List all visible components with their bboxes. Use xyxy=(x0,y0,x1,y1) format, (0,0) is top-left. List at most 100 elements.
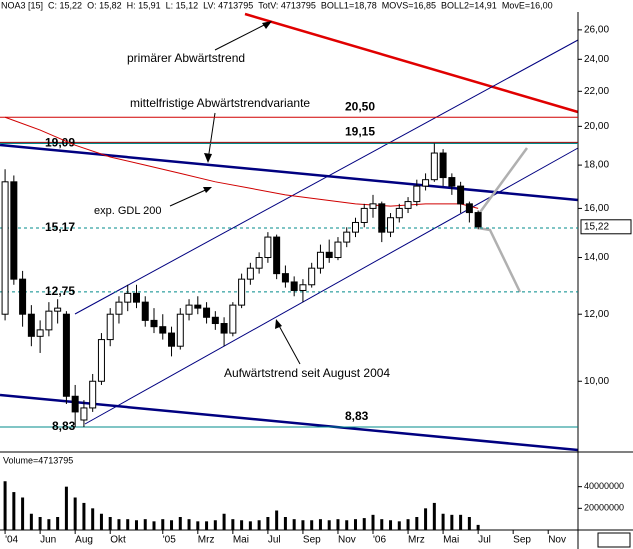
volume-bar xyxy=(327,520,331,530)
channel-upper xyxy=(74,39,579,315)
volume-bar xyxy=(310,520,314,530)
candle-body xyxy=(54,307,62,312)
volume-bar xyxy=(371,514,375,530)
ema-line xyxy=(4,116,479,209)
primary-trend-line xyxy=(244,12,579,114)
annotation: mittelfristige Abwärtstrendvariante xyxy=(130,96,310,110)
header-item: LV: 4713795 xyxy=(203,0,253,10)
volume-bar xyxy=(91,508,95,530)
annotations: primärer Abwärtstrend mittelfristige Abw… xyxy=(94,21,390,380)
candle-body xyxy=(413,185,421,203)
volume-bar xyxy=(318,519,322,530)
level-label: 8,83 xyxy=(345,409,369,423)
volume-bar xyxy=(432,502,436,530)
arrow-head xyxy=(203,187,212,193)
x-tick-label: '05 xyxy=(163,535,176,546)
volume-bar xyxy=(397,521,401,530)
arrow xyxy=(207,112,216,161)
x-tick-label: Sep xyxy=(513,535,531,546)
y-tick-label: 18,00 xyxy=(584,160,609,171)
volume-bar xyxy=(3,481,7,530)
volume-bar xyxy=(222,513,226,530)
trend-lines xyxy=(0,12,579,452)
volume-bar xyxy=(187,519,191,530)
candle-body xyxy=(176,313,184,347)
y-tick-label: 10,00 xyxy=(584,376,609,387)
candle-body xyxy=(168,332,176,347)
volume-bar xyxy=(205,521,209,530)
level-label: 12,75 xyxy=(45,284,75,298)
y-tick-label: 24,00 xyxy=(584,54,609,65)
channel-lower xyxy=(84,147,579,425)
header-item: MovE=16,00 xyxy=(502,0,553,10)
level-label: 19,15 xyxy=(345,124,375,138)
candle-body xyxy=(238,278,246,306)
candle-body xyxy=(150,319,158,328)
candle-body xyxy=(255,257,263,269)
x-tick-label: '06 xyxy=(373,535,386,546)
y-tick-label: 20,00 xyxy=(584,121,609,132)
x-tick-label: Aug xyxy=(75,535,93,546)
x-tick-label: Mai xyxy=(233,535,249,546)
x-tick-label: Nov xyxy=(338,535,356,546)
volume-bar xyxy=(240,520,244,530)
candle-body xyxy=(115,301,123,315)
arrow xyxy=(276,321,301,365)
volume-bar xyxy=(196,521,200,530)
candle-body xyxy=(229,304,237,334)
volume-bar xyxy=(213,520,217,530)
volume-bar xyxy=(248,521,252,530)
header-item: O: 15,82 xyxy=(87,0,122,10)
x-tick-label: Sep xyxy=(303,535,321,546)
volume-bar xyxy=(117,519,121,530)
volume-bar xyxy=(389,520,393,530)
candle-body xyxy=(185,304,193,315)
header-item: MOVS=16,85 xyxy=(382,0,436,10)
header-bg xyxy=(0,0,633,12)
volume-bar xyxy=(170,520,174,530)
candle-body xyxy=(141,301,149,321)
volume-bar xyxy=(275,510,279,530)
y-tick-label: 12,00 xyxy=(584,309,609,320)
arrow xyxy=(169,187,211,207)
annotation: primärer Abwärtstrend xyxy=(127,51,245,65)
annotation: Aufwärtstrend seit August 2004 xyxy=(224,366,390,380)
volume-bar xyxy=(450,514,454,530)
candle-body xyxy=(36,329,44,337)
arrow-head xyxy=(262,21,272,29)
volume-bar xyxy=(353,519,357,530)
candle-body xyxy=(281,273,289,283)
candle-body xyxy=(369,203,377,209)
x-tick-label: Nov xyxy=(548,535,566,546)
volume-bar xyxy=(231,519,235,530)
volume-bar xyxy=(152,521,156,530)
x-tick-label: Jul xyxy=(268,535,281,546)
candle-body xyxy=(439,152,447,179)
candle-body xyxy=(387,217,395,233)
volume-tick-label: 40000000 xyxy=(584,481,624,491)
candle-body xyxy=(465,203,473,214)
candle-body xyxy=(132,292,140,303)
volume-bar xyxy=(21,497,25,530)
volume-label: Volume=4713795 xyxy=(3,455,73,465)
candle-body xyxy=(27,313,35,337)
level-label: 15,17 xyxy=(45,220,75,234)
candle-body xyxy=(106,313,114,341)
candle-body xyxy=(430,152,438,181)
volume-bar xyxy=(362,518,366,530)
candle-body xyxy=(97,339,105,382)
y-tick-label: 14,00 xyxy=(584,252,609,263)
volume-bar xyxy=(12,492,16,530)
volume-bar xyxy=(415,517,419,530)
candle-body xyxy=(404,201,412,209)
candle-body xyxy=(325,251,333,259)
candle-body xyxy=(220,323,228,334)
volume-bar xyxy=(82,502,86,530)
candle-body xyxy=(343,231,351,243)
low-label: 8,83 xyxy=(52,419,76,433)
candle-body xyxy=(308,267,316,286)
volume-bar xyxy=(29,513,33,530)
candle-body xyxy=(290,281,298,291)
candle-body xyxy=(89,380,97,409)
